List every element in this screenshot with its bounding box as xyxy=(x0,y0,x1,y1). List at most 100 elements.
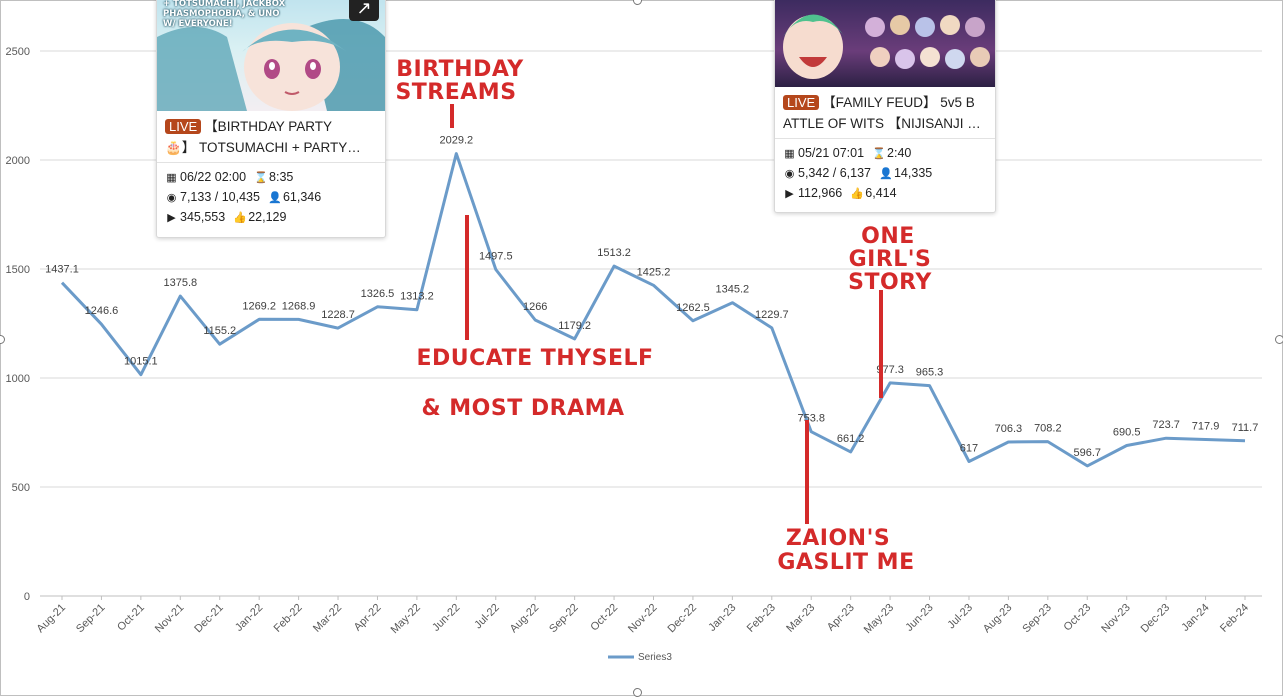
x-tick-label: Nov-21 xyxy=(153,602,187,636)
x-tick-label: Oct-23 xyxy=(1062,602,1094,634)
play-icon: ▶ xyxy=(785,188,794,200)
x-axis-ticks: Aug-21 Sep-21 Oct-21 Nov-21 Dec-21 Jan-22 Feb-… xyxy=(35,596,1251,636)
annotation-marker-onegirl xyxy=(879,290,883,398)
data-label: 753.8 xyxy=(797,413,825,425)
resize-handle[interactable] xyxy=(633,0,642,5)
eye-icon: ◉ xyxy=(166,192,177,204)
data-label: 1268.9 xyxy=(282,300,316,312)
annotation-text: & MOST DRAMA xyxy=(421,396,624,421)
x-tick-label: Sep-22 xyxy=(547,602,581,636)
stream-date: 05/21 07:01 xyxy=(798,146,865,160)
annotation-text: GIRL'S xyxy=(849,247,932,272)
x-tick-label: Nov-22 xyxy=(626,602,660,636)
data-label: 977.3 xyxy=(876,364,904,376)
stream-subs: 61,346 xyxy=(282,190,322,204)
play-icon: ▶ xyxy=(167,212,176,224)
data-label: 1266 xyxy=(523,301,547,313)
x-tick-label: Aug-21 xyxy=(35,602,69,636)
data-label: 1437.1 xyxy=(45,264,79,276)
x-tick-label: Jul-23 xyxy=(945,602,975,632)
stream-duration: 2:40 xyxy=(887,146,912,160)
external-link-icon[interactable]: ↗ xyxy=(349,0,379,21)
data-label: 1425.2 xyxy=(637,266,671,278)
x-tick-label: Sep-23 xyxy=(1020,602,1054,636)
data-label: 1513.2 xyxy=(597,247,631,259)
x-tick-label: Jan-23 xyxy=(706,602,738,634)
subscribers-icon: 👤 xyxy=(267,192,282,204)
data-label: 1179.2 xyxy=(558,320,591,332)
x-tick-label: Feb-23 xyxy=(745,602,778,635)
x-tick-label: Jun-23 xyxy=(903,602,935,634)
x-tick-label: Oct-22 xyxy=(588,602,620,634)
x-tick-label: Feb-24 xyxy=(1218,602,1251,635)
data-label: 717.9 xyxy=(1192,420,1220,432)
data-label: 1155.2 xyxy=(203,325,236,337)
y-tick-label: 1500 xyxy=(6,264,30,276)
stream-title[interactable]: LIVE 【BIRTHDAY PARTY 🎂】 TOTSUMACHI + PART… xyxy=(157,111,385,158)
resize-handle[interactable] xyxy=(0,335,5,344)
stream-stats: ▦ 05/21 07:01 ⌛2:40 ◉ 5,342 / 6,137 👤14,335 … xyxy=(775,139,995,210)
x-tick-label: May-23 xyxy=(862,602,896,636)
resize-handle[interactable] xyxy=(1275,335,1283,344)
annotation-marker-birthday xyxy=(450,104,454,128)
y-tick-label: 0 xyxy=(24,591,30,603)
data-label: 1313.2 xyxy=(400,291,434,303)
stream-likes: 22,129 xyxy=(248,210,287,224)
data-label: 965.3 xyxy=(916,367,944,379)
calendar-icon: ▦ xyxy=(166,172,177,184)
y-axis-ticks: 0 500 1000 1500 2000 2500 xyxy=(6,46,30,603)
data-label: 1345.2 xyxy=(716,284,750,296)
data-label: 617 xyxy=(960,442,978,454)
x-tick-label: Feb-22 xyxy=(272,602,305,635)
stream-subs: 14,335 xyxy=(893,166,933,180)
stream-title[interactable]: LIVE 【FAMILY FEUD】 5v5 B ATTLE OF WITS 【N… xyxy=(775,87,995,134)
x-tick-label: Apr-23 xyxy=(825,602,857,634)
divider xyxy=(775,138,995,139)
legend: Series3 xyxy=(608,652,672,663)
data-label: 711.7 xyxy=(1232,422,1259,434)
stream-plays: 112,966 xyxy=(798,186,843,200)
legend-label: Series3 xyxy=(638,652,672,663)
subscribers-icon: 👤 xyxy=(878,168,893,180)
annotation-text: EDUCATE THYSELF xyxy=(416,346,653,371)
stream-card-family-feud[interactable]: LIVE 【FAMILY FEUD】 5v5 B ATTLE OF WITS 【N… xyxy=(774,0,996,213)
x-tick-label: Sep-21 xyxy=(74,602,108,636)
x-tick-label: Dec-21 xyxy=(192,602,226,636)
x-tick-label: Dec-22 xyxy=(665,602,699,636)
stream-card-birthday[interactable]: + TOTSUMACHI, JACKBOX PHASMOPHOBIA, & UN… xyxy=(156,0,386,238)
stream-title-line2: 🎂】 TOTSUMACHI + PARTY… xyxy=(165,140,361,155)
data-label: 690.5 xyxy=(1113,426,1141,438)
thumbnail-art xyxy=(157,19,385,111)
stream-views: 7,133 / 10,435 xyxy=(180,190,260,204)
data-label: 661.2 xyxy=(837,433,865,445)
hourglass-icon: ⌛ xyxy=(254,172,268,184)
data-labels: 1437.1 1246.6 1015.1 1375.8 1155.2 1269.2 1268… xyxy=(45,135,1258,459)
data-label: 1228.7 xyxy=(321,309,355,321)
annotation-text: STORY xyxy=(848,270,932,295)
hourglass-icon: ⌛ xyxy=(872,148,886,160)
y-tick-label: 1000 xyxy=(6,373,30,385)
data-label: 1497.5 xyxy=(479,251,513,263)
stream-title-line2: ATTLE OF WITS 【NIJISANJI … xyxy=(783,116,981,131)
stream-title-line1: 【BIRTHDAY PARTY xyxy=(204,119,332,134)
annotation-text: STREAMS xyxy=(395,80,516,105)
data-label: 1326.5 xyxy=(361,288,395,300)
data-label: 1229.7 xyxy=(755,309,789,321)
stream-stats: ▦ 06/22 02:00 ⌛8:35 ◉ 7,133 / 10,435 👤61,346… xyxy=(157,163,385,234)
stream-thumbnail[interactable]: + TOTSUMACHI, JACKBOX PHASMOPHOBIA, & UN… xyxy=(157,0,385,111)
data-label: 1015.1 xyxy=(124,356,158,368)
data-label: 1269.2 xyxy=(242,300,276,312)
stream-thumbnail[interactable] xyxy=(775,0,995,87)
x-tick-label: Apr-22 xyxy=(352,602,384,634)
stream-plays: 345,553 xyxy=(180,210,226,224)
y-tick-label: 500 xyxy=(12,482,30,494)
data-label: 1375.8 xyxy=(163,277,197,289)
series3-line xyxy=(60,152,1246,468)
annotation-text: BIRTHDAY xyxy=(396,57,524,82)
x-tick-label: Jul-22 xyxy=(472,602,502,632)
stream-title-line1: 【FAMILY FEUD】 5v5 B xyxy=(822,95,975,110)
y-tick-label: 2000 xyxy=(6,155,30,167)
annotation-text: GASLIT ME xyxy=(777,550,914,575)
thumbnail-caption: + TOTSUMACHI, JACKBOX PHASMOPHOBIA, & UN… xyxy=(163,0,286,29)
x-tick-label: May-22 xyxy=(389,602,423,636)
